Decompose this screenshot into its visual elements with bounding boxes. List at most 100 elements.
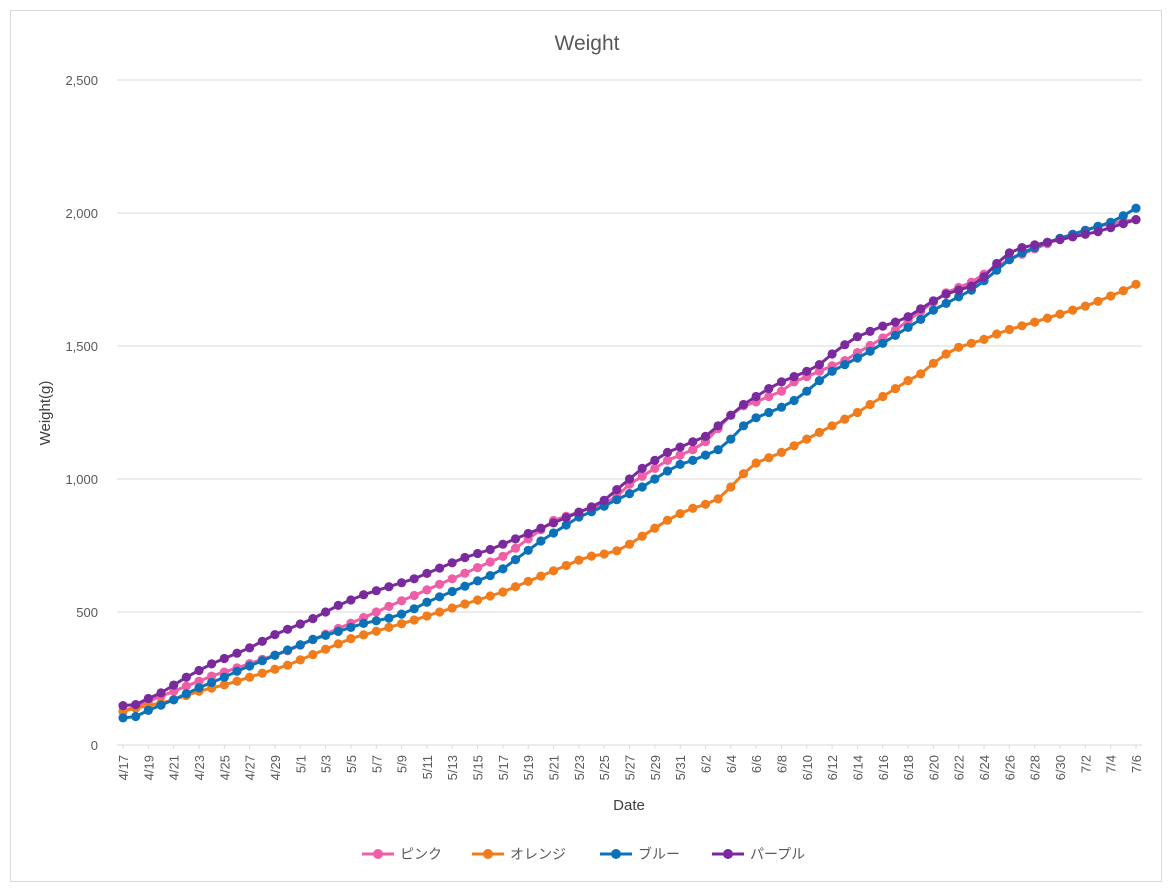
data-point <box>245 661 255 671</box>
data-point <box>1118 211 1128 221</box>
data-point <box>1131 279 1141 289</box>
x-tick-label: 5/19 <box>521 755 536 780</box>
legend-marker <box>611 849 621 859</box>
data-point <box>460 552 470 563</box>
x-tick-label: 5/31 <box>673 755 688 780</box>
data-point <box>700 450 711 460</box>
data-point <box>232 648 242 658</box>
data-point <box>916 304 926 314</box>
x-tick-label: 4/23 <box>192 755 207 780</box>
data-point <box>409 615 419 625</box>
data-point <box>979 334 989 344</box>
data-point <box>1106 223 1116 233</box>
data-point <box>1004 248 1015 258</box>
data-point <box>118 713 128 723</box>
data-point <box>1068 305 1078 315</box>
data-point <box>295 640 305 650</box>
data-point <box>523 545 533 555</box>
x-tick-label: 6/16 <box>876 755 891 780</box>
x-tick-label: 6/24 <box>977 755 992 780</box>
chart-frame <box>10 10 1162 882</box>
data-point <box>473 548 483 559</box>
data-point <box>460 581 470 591</box>
x-tick-label: 6/30 <box>1053 755 1068 780</box>
data-point <box>764 407 774 418</box>
data-point <box>890 317 901 327</box>
data-point <box>485 557 495 567</box>
data-point <box>954 292 964 302</box>
data-point <box>840 340 850 350</box>
x-tick-label: 4/29 <box>268 755 283 780</box>
data-point <box>738 399 749 410</box>
data-point <box>776 447 787 457</box>
data-point <box>283 624 293 634</box>
data-point <box>688 503 698 513</box>
data-point <box>219 680 229 690</box>
data-point <box>131 711 141 722</box>
data-point <box>371 607 381 617</box>
y-tick-label: 2,500 <box>65 73 98 88</box>
x-tick-label: 4/25 <box>217 755 232 780</box>
data-point <box>561 513 571 523</box>
data-point <box>510 534 521 544</box>
data-point <box>384 601 394 612</box>
data-point <box>422 585 432 595</box>
data-point <box>612 485 622 495</box>
data-point <box>181 672 191 682</box>
data-point <box>1080 301 1090 311</box>
x-tick-label: 5/29 <box>648 755 663 780</box>
x-tick-label: 7/4 <box>1104 755 1119 773</box>
data-point <box>966 281 977 291</box>
data-point <box>1093 296 1103 306</box>
legend-item: オレンジ <box>472 846 566 862</box>
data-point <box>409 574 419 584</box>
x-tick-label: 7/2 <box>1078 755 1093 773</box>
data-point <box>903 376 913 386</box>
data-point <box>751 391 761 402</box>
data-point <box>852 353 863 363</box>
data-point <box>1055 309 1065 319</box>
data-point <box>346 634 356 644</box>
data-point <box>498 551 508 562</box>
data-point <box>359 590 369 600</box>
data-point <box>776 402 787 412</box>
data-point <box>814 376 825 386</box>
data-point <box>435 579 445 589</box>
data-point <box>992 329 1002 339</box>
data-point <box>409 590 419 601</box>
data-point <box>447 574 457 584</box>
data-point <box>941 289 951 299</box>
x-tick-label: 5/7 <box>369 755 384 773</box>
x-tick-label: 6/12 <box>825 755 840 780</box>
data-point <box>954 285 964 295</box>
data-point <box>814 427 825 437</box>
data-point <box>1004 324 1015 335</box>
x-tick-label: 5/13 <box>445 755 460 780</box>
data-point <box>333 626 343 637</box>
data-point <box>814 366 825 376</box>
data-point <box>878 321 888 331</box>
data-point <box>207 671 217 681</box>
data-point <box>257 636 267 646</box>
data-point <box>447 586 457 597</box>
data-point <box>257 656 267 666</box>
data-point <box>397 609 407 619</box>
data-point <box>764 453 774 463</box>
data-point <box>662 455 673 465</box>
data-point <box>865 346 875 356</box>
data-point <box>612 495 622 505</box>
legend-item: パープル <box>712 846 805 862</box>
data-point <box>802 434 812 444</box>
data-point <box>422 611 432 621</box>
legend-marker <box>723 849 733 859</box>
data-point <box>713 421 723 431</box>
legend-label: オレンジ <box>510 846 566 862</box>
legend-marker <box>373 849 383 859</box>
y-tick-label: 0 <box>91 738 98 753</box>
x-tick-label: 5/23 <box>572 755 587 780</box>
data-point <box>321 644 331 654</box>
data-point <box>498 564 508 574</box>
data-point <box>878 338 888 348</box>
data-point <box>194 665 204 676</box>
data-point <box>802 366 812 376</box>
